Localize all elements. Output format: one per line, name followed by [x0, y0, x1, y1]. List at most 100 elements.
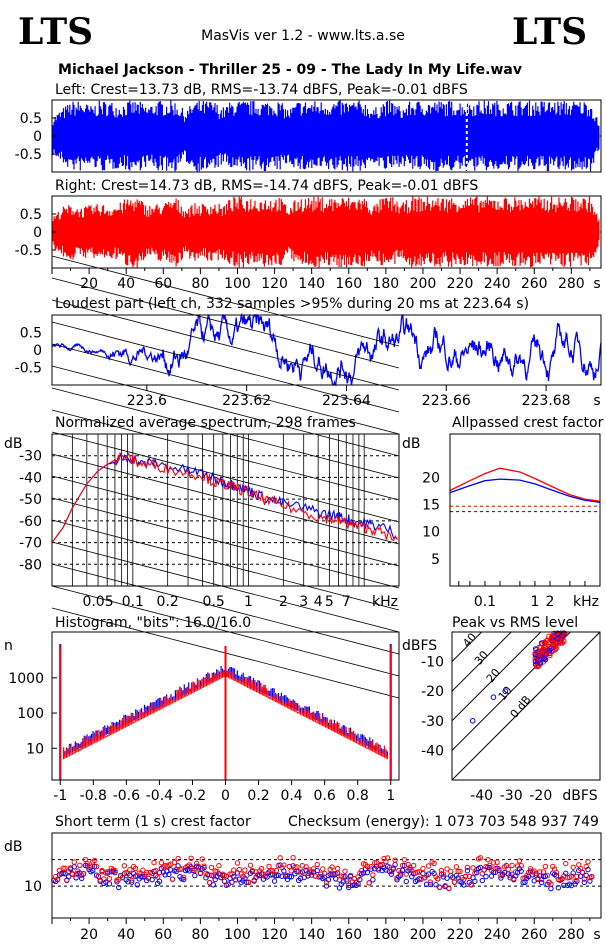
shortterm-point-left: [314, 867, 320, 874]
shortterm-point-right: [208, 864, 215, 871]
loudest-ytick: -0.5: [15, 361, 42, 377]
shortterm-point-left: [581, 879, 588, 886]
shortterm-point-right: [93, 863, 100, 870]
shortterm-point-left: [129, 879, 135, 885]
shortterm-point-right: [346, 882, 352, 889]
shortterm-point-right: [71, 859, 77, 865]
shortterm-point-left: [538, 879, 545, 886]
histogram-xtick: 1: [386, 788, 395, 804]
shortterm-point-right: [548, 881, 554, 887]
spectrum-slope: [51, 541, 400, 633]
loudest-ytick: 0.5: [20, 326, 42, 342]
shortterm-point-left: [271, 878, 278, 884]
right-waveform-xtick: 160: [335, 276, 362, 292]
histogram-xtick: 0.4: [280, 788, 302, 804]
peakrms-diagonal: [452, 632, 542, 722]
shortterm-point-left: [190, 867, 196, 874]
spectrum-xtick: 2: [279, 594, 288, 610]
shortterm-point-right: [509, 862, 515, 869]
spectrum-xtick: 0.2: [157, 594, 179, 610]
shortterm-point-right: [462, 873, 469, 879]
shortterm-point-right: [312, 873, 319, 879]
peakrms-point: [537, 659, 544, 666]
shortterm-point-left: [112, 869, 118, 876]
shortterm-point-right: [62, 865, 68, 872]
shortterm-point-left: [561, 882, 567, 889]
shortterm-point-left: [91, 863, 98, 870]
app-title: MasVis ver 1.2 - www.lts.a.se: [201, 28, 405, 44]
right-waveform-ytick: -0.5: [15, 243, 42, 259]
shortterm-point-right: [579, 869, 586, 876]
right-waveform-xtick: 40: [117, 276, 135, 292]
spectrum-slope: [51, 299, 400, 391]
shortterm-point-right: [143, 869, 150, 876]
histogram-ytick: 1000: [8, 671, 44, 687]
peakrms-ylabel: dBFS: [402, 638, 437, 654]
shortterm-point-right: [199, 856, 205, 862]
shortterm-point-left: [288, 874, 294, 880]
shortterm-point-right: [314, 861, 320, 868]
left-waveform-ytick: 0.5: [20, 111, 42, 127]
shortterm-point-right: [54, 876, 61, 883]
spectrum-slope: [51, 585, 400, 677]
spectrum-ytick: -70: [19, 536, 42, 552]
shortterm-xtick: 120: [261, 927, 288, 943]
shortterm-point-right: [270, 868, 276, 874]
shortterm-point-right: [318, 871, 324, 877]
peakrms-xunit: dBFS: [562, 788, 597, 804]
histogram-xtick: -0.4: [146, 788, 173, 804]
shortterm-point-left: [168, 867, 174, 873]
shortterm-point-left: [483, 873, 489, 880]
histogram-xtick: -1: [53, 788, 67, 804]
right-waveform-group: [52, 196, 601, 268]
shortterm-point-right: [399, 862, 406, 869]
crest-series: [449, 467, 601, 502]
spectrum-ytick: -60: [19, 514, 42, 530]
shortterm-xtick: 220: [447, 927, 474, 943]
shortterm-point-right: [435, 875, 441, 882]
shortterm-point-left: [427, 881, 434, 888]
shortterm-point-right: [216, 862, 222, 869]
crest-xtick: 0.1: [474, 594, 496, 610]
spectrum-xunit: kHz: [372, 594, 398, 610]
shortterm-point-right: [490, 860, 497, 866]
crest-ytick: 20: [422, 470, 440, 486]
shortterm-point-right: [347, 872, 354, 879]
shortterm-point-right: [496, 866, 502, 872]
shortterm-point-left: [149, 876, 155, 883]
spectrum-series: [52, 452, 398, 543]
peakrms-xtick: -30: [500, 788, 523, 804]
shortterm-point-right: [112, 867, 118, 874]
peakrms-point: [490, 694, 497, 700]
peakrms-point: [541, 655, 547, 662]
shortterm-point-left: [461, 882, 467, 888]
histogram-xtick: -0.2: [179, 788, 206, 804]
shortterm-point-left: [323, 883, 330, 889]
peakrms-ytick: -10: [421, 655, 444, 671]
shortterm-point-right: [574, 873, 580, 880]
right-waveform-xtick: 20: [80, 276, 98, 292]
histogram-xtick: 0.8: [347, 788, 369, 804]
shortterm-point-right: [158, 860, 165, 866]
peakrms-point: [548, 634, 555, 640]
shortterm-point-right: [329, 864, 335, 870]
shortterm-point-right: [129, 877, 135, 884]
shortterm-point-right: [440, 871, 447, 877]
shortterm-xtick: 200: [410, 927, 437, 943]
shortterm-point-right: [451, 879, 458, 885]
shortterm-point-left: [180, 876, 187, 883]
spectrum-slope: [51, 255, 400, 347]
shortterm-point-left: [548, 885, 554, 892]
spectrum-slope: [51, 387, 400, 479]
peakrms-point: [561, 632, 568, 638]
peakrms-point: [549, 642, 556, 648]
left-waveform-ytick: -0.5: [15, 147, 42, 163]
spectrum-slope: [51, 563, 400, 655]
shortterm-point-right: [303, 864, 309, 870]
spectrum-xtick: 0.05: [82, 594, 113, 610]
shortterm-point-right: [425, 863, 432, 869]
peakrms-ytick: -40: [421, 743, 444, 759]
shortterm-point-right: [542, 863, 549, 870]
shortterm-point-right: [206, 879, 213, 886]
histogram-xtick: 0: [221, 788, 230, 804]
